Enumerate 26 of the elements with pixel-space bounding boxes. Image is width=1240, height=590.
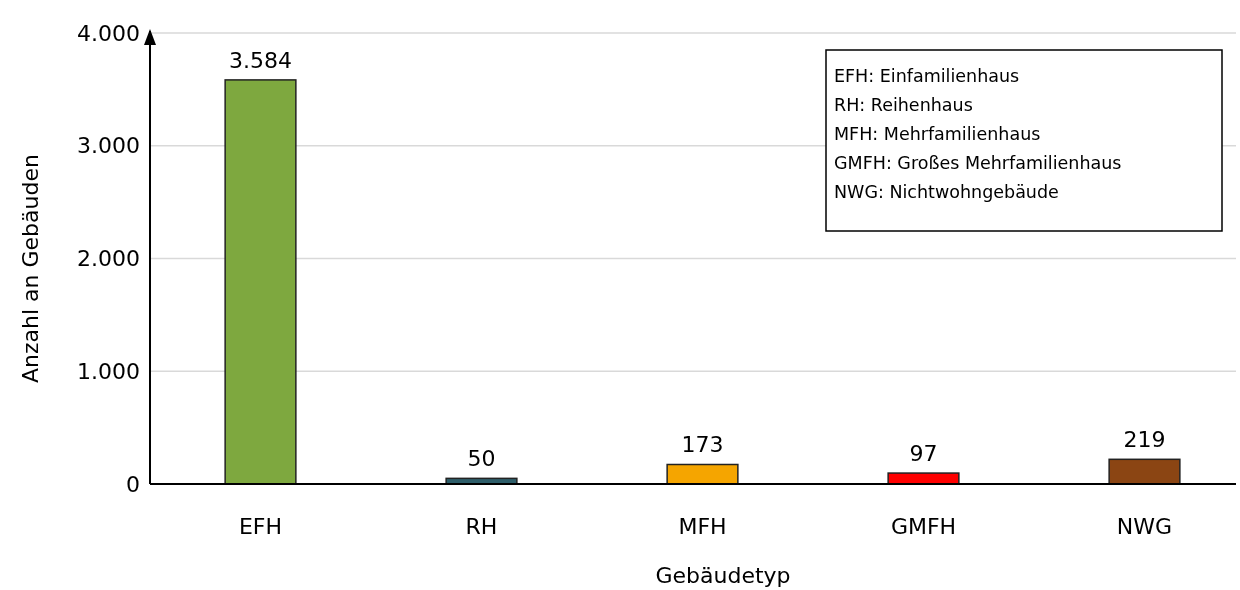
data-label: 219 [1123,427,1166,453]
annotation: RH: Reihenhaus [834,95,973,115]
bar [666,463,739,485]
annotation: GMFH: Großes Mehrfamilienhaus [834,153,1122,173]
annotation: NWG: Nichtwohngebäude [834,182,1059,202]
annotation: EFH: Einfamilienhaus [834,66,1020,86]
data-label: 50 [467,446,496,472]
y-tick-label: 0 [126,471,140,497]
data-label: 97 [909,441,938,467]
x-tick-label: EFH [238,514,283,539]
y-tick-label: 3.000 [77,133,140,159]
x-tick-label: RH [465,514,498,539]
data-label: 3.584 [229,47,292,73]
y-tick-label: 1.000 [77,358,140,384]
y-tick-label: 2.000 [77,246,140,272]
data-label: 173 [681,432,724,458]
bar [224,79,297,485]
x-tick-label: NWG [1116,514,1173,539]
bar [1108,458,1181,485]
annotation: MFH: Mehrfamilienhaus [834,124,1041,144]
x-tick-label: MFH [678,514,727,539]
x-tick-label: GMFH [890,514,957,539]
bar [887,472,960,485]
x-axis-title: Gebäudetyp [655,563,791,588]
y-axis-title: Anzahl an Gebäuden [18,154,43,383]
y-tick-label: 4.000 [77,20,140,46]
